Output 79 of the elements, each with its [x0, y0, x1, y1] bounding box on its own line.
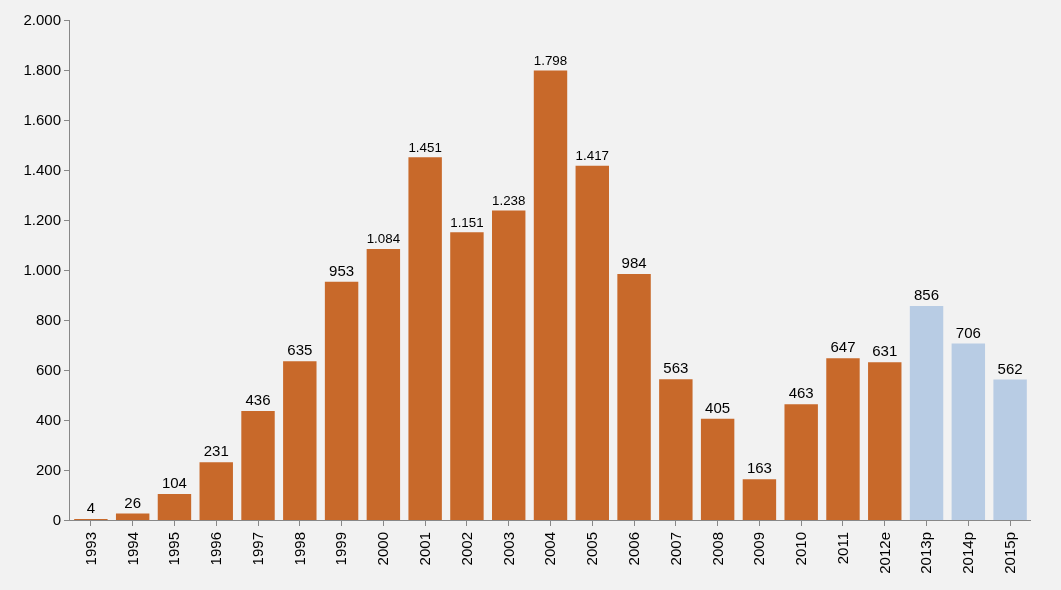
- bar: [951, 343, 986, 520]
- x-tick-label: 2014p: [959, 532, 977, 574]
- y-tick-label: 1.200: [23, 211, 61, 229]
- x-tick-label: 2013p: [917, 532, 935, 574]
- x-tick-label: 1993: [81, 532, 99, 566]
- data-label: 1.451: [408, 139, 442, 155]
- y-tick-label: 1.000: [23, 261, 61, 279]
- x-tick-label: 1995: [165, 532, 183, 566]
- y-tick-label: 600: [35, 361, 61, 379]
- bar: [826, 358, 860, 520]
- x-tick-label: 2009: [750, 532, 768, 566]
- bar: [659, 379, 693, 520]
- data-label: 984: [621, 254, 647, 271]
- x-tick-label: 2015p: [1000, 532, 1018, 574]
- bar: [157, 494, 192, 520]
- x-tick-label: 1994: [123, 532, 141, 566]
- data-label: 405: [705, 398, 731, 416]
- data-label: 1.238: [492, 192, 526, 208]
- data-label: 1.417: [575, 148, 609, 164]
- x-tick-label: 2006: [624, 532, 642, 566]
- bar: [324, 281, 359, 520]
- y-tick-label: 1.800: [23, 61, 61, 79]
- data-label: 856: [914, 286, 940, 303]
- x-tick-label: 1997: [248, 532, 266, 566]
- x-tick-label: 2010: [792, 532, 810, 566]
- data-label: 463: [788, 384, 814, 402]
- x-tick-label: 1996: [207, 532, 225, 566]
- data-label: 706: [955, 323, 981, 341]
- data-label: 563: [663, 359, 689, 377]
- data-label: 1.798: [533, 52, 568, 68]
- bar: [993, 379, 1027, 520]
- bar: [366, 249, 401, 520]
- bar: [115, 513, 150, 520]
- data-label: 635: [287, 341, 313, 359]
- data-label: 26: [124, 493, 142, 511]
- bar: [784, 404, 818, 520]
- x-tick-label: 1998: [290, 532, 308, 566]
- data-label: 104: [161, 474, 187, 491]
- bar: [241, 411, 275, 520]
- data-label: 163: [746, 459, 772, 477]
- bar: [199, 462, 233, 520]
- data-label: 4: [86, 499, 96, 516]
- y-tick-label: 800: [35, 311, 61, 329]
- data-label: 1.151: [450, 214, 484, 230]
- bar: [283, 361, 317, 520]
- data-label: 562: [997, 359, 1023, 377]
- x-tick-label: 2001: [416, 532, 434, 566]
- y-tick-label: 2.000: [23, 11, 61, 29]
- bar: [408, 157, 442, 520]
- x-tick-label: 2004: [541, 532, 559, 566]
- x-tick-label: 2002: [457, 532, 475, 566]
- x-tick-label: 2007: [666, 532, 684, 566]
- bar: [492, 210, 526, 520]
- x-tick-label: 2000: [374, 532, 392, 566]
- x-tick-label: 2005: [583, 532, 601, 566]
- x-tick-label: 2008: [708, 532, 726, 566]
- bar: [617, 274, 651, 520]
- bar: [700, 418, 735, 520]
- bar: [450, 232, 484, 520]
- bar: [533, 70, 568, 520]
- bar: [742, 479, 777, 520]
- data-label: 631: [872, 342, 898, 360]
- y-tick-label: 1.400: [23, 161, 61, 179]
- x-tick-label: 1999: [332, 532, 350, 566]
- y-tick-label: 0: [52, 511, 61, 529]
- y-tick-label: 400: [35, 411, 61, 429]
- x-tick-label: 2011: [833, 532, 851, 565]
- data-label: 1.084: [366, 231, 401, 247]
- y-tick-label: 1.600: [23, 111, 61, 129]
- x-tick-label: 2012e: [875, 532, 893, 574]
- data-label: 436: [245, 391, 271, 408]
- bar: [575, 165, 609, 520]
- data-label: 647: [830, 338, 856, 356]
- y-tick-label: 200: [35, 461, 61, 479]
- data-label: 953: [329, 261, 355, 279]
- bar: [868, 362, 902, 520]
- x-tick-label: 2003: [499, 532, 517, 566]
- data-label: 231: [203, 442, 229, 460]
- bar: [909, 306, 944, 520]
